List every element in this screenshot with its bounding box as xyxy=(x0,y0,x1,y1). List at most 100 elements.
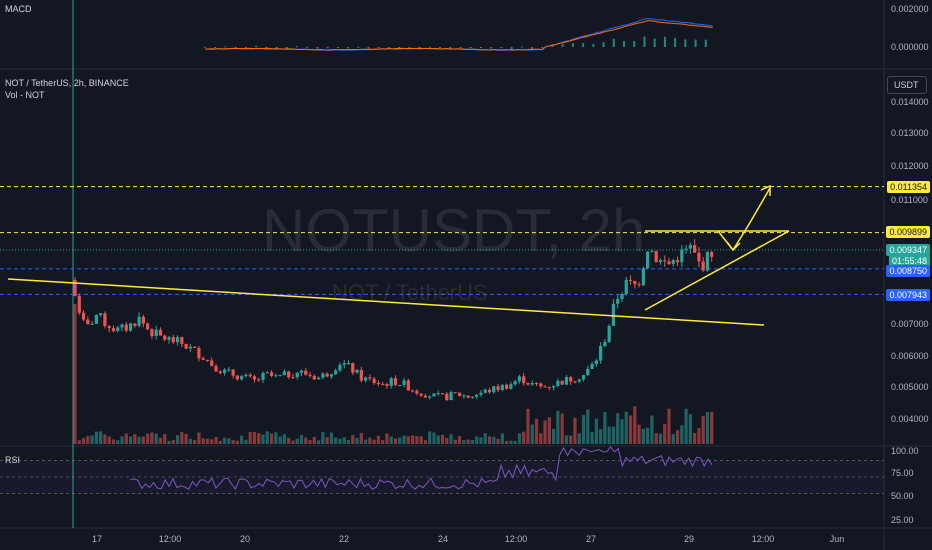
price-axis-label: 0.012000 xyxy=(891,161,929,171)
candle-body xyxy=(99,313,103,315)
candle-body xyxy=(483,389,487,393)
volume-bar xyxy=(99,431,103,444)
candle-body xyxy=(590,364,594,369)
volume-bar xyxy=(646,427,650,444)
candle-body xyxy=(603,341,607,347)
volume-bar xyxy=(158,437,163,444)
candle-body xyxy=(650,251,654,253)
candle-body xyxy=(637,284,641,286)
volume-bar xyxy=(193,440,197,444)
support-price-badge: 0.008750 xyxy=(886,265,930,277)
candle-body xyxy=(654,251,658,262)
volume-bar xyxy=(282,434,286,444)
volume-bar xyxy=(321,431,325,444)
volume-bar xyxy=(381,440,385,444)
volume-bar xyxy=(624,411,628,444)
volume-bar xyxy=(141,436,145,444)
volume-bar xyxy=(291,440,295,444)
macd-histogram-bar xyxy=(408,47,411,48)
candle-body xyxy=(526,383,530,385)
symbol-title[interactable]: NOT / TetherUS, 2h, BINANCE xyxy=(5,78,129,88)
candle-body xyxy=(222,369,227,374)
candle-body xyxy=(710,251,714,257)
volume-bar xyxy=(658,433,663,444)
candle-body xyxy=(94,314,98,324)
candle-body xyxy=(445,393,449,401)
currency-button[interactable]: USDT xyxy=(887,76,927,94)
macd-histogram-bar xyxy=(653,38,656,47)
volume-bar xyxy=(103,434,107,444)
candle-body xyxy=(487,389,492,393)
rsi-axis-label: 75.00 xyxy=(891,468,914,478)
macd-histogram-bar xyxy=(204,46,206,48)
volume-bar xyxy=(607,426,611,444)
candle-body xyxy=(205,359,210,361)
macd-label: MACD xyxy=(5,4,32,14)
candle-body xyxy=(231,369,235,376)
volume-bar xyxy=(564,435,569,444)
candle-body xyxy=(505,384,509,389)
candle-body xyxy=(581,375,586,380)
macd-histogram-bar xyxy=(612,38,615,47)
macd-histogram-bar xyxy=(643,36,646,47)
candle-body xyxy=(628,279,633,281)
candle-body xyxy=(227,369,231,371)
volume-bar xyxy=(483,433,487,444)
candle-body xyxy=(577,379,581,382)
volume-bar xyxy=(180,432,184,444)
candle-body xyxy=(154,329,158,337)
volume-bar xyxy=(163,434,167,444)
volume-bar xyxy=(479,437,483,444)
volume-bar xyxy=(167,440,171,444)
rsi-axis-label: 100.00 xyxy=(891,446,919,456)
macd-histogram-bar xyxy=(633,41,636,47)
candle-body xyxy=(359,369,363,381)
volume-bar xyxy=(261,434,265,444)
volume-bar xyxy=(287,437,291,444)
macd-histogram-bar xyxy=(561,44,564,47)
candle-body xyxy=(244,374,248,377)
candle-body xyxy=(210,360,214,367)
macd-histogram-bar xyxy=(479,47,482,48)
macd-histogram-bar xyxy=(694,39,697,47)
volume-bar xyxy=(517,433,522,444)
ascending-trendline xyxy=(644,230,790,311)
candle-body xyxy=(492,386,496,393)
candle-body xyxy=(513,381,517,385)
volume-bar xyxy=(633,406,637,444)
volume-bar xyxy=(308,440,312,444)
candle-body xyxy=(470,396,475,398)
rsi-line xyxy=(129,446,713,491)
time-axis-label: 29 xyxy=(683,534,695,544)
candle-body xyxy=(479,392,483,395)
volume-label[interactable]: Vol - NOT xyxy=(5,90,45,100)
arrowhead-icon xyxy=(760,184,771,196)
candle-body xyxy=(646,251,650,269)
macd-histogram-bar xyxy=(704,39,707,47)
volume-bar xyxy=(295,438,299,444)
candle-body xyxy=(453,392,457,394)
volume-bar xyxy=(351,435,355,444)
volume-bar xyxy=(599,429,603,444)
macd-histogram-bar xyxy=(531,47,534,50)
volume-bar xyxy=(329,432,333,444)
volume-bar xyxy=(188,438,192,444)
projection-arrow xyxy=(717,187,771,252)
volume-bar xyxy=(154,433,158,444)
candle-body xyxy=(406,380,410,391)
candle-body xyxy=(278,375,282,377)
signal-line xyxy=(204,19,713,51)
candle-body xyxy=(120,324,124,328)
volume-bar xyxy=(526,408,530,444)
macd-histogram-bar xyxy=(234,47,237,49)
macd-histogram-bar xyxy=(500,47,503,48)
volume-bar xyxy=(312,436,316,444)
candle-body xyxy=(428,396,432,398)
volume-bar xyxy=(244,439,248,444)
price-axis-label: 0.007000 xyxy=(891,319,929,329)
candle-body xyxy=(201,358,205,360)
volume-bar xyxy=(201,438,205,444)
price-axis-label: 0.004000 xyxy=(891,414,929,424)
volume-bar xyxy=(590,432,594,444)
